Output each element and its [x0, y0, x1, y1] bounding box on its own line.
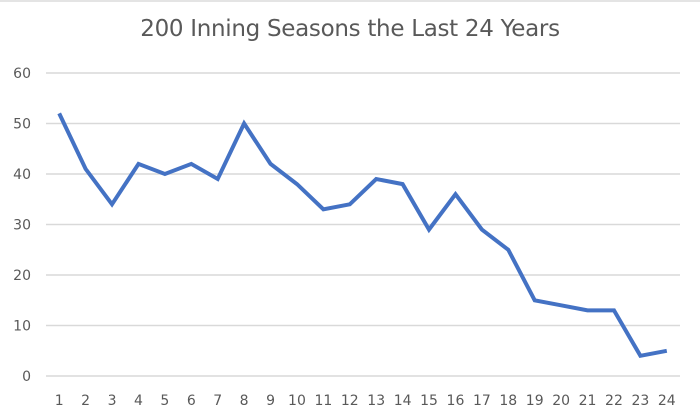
x-tick-label: 5	[160, 393, 169, 409]
x-tick-label: 13	[367, 393, 385, 409]
x-tick-label: 23	[631, 393, 649, 409]
x-tick-label: 2	[81, 393, 90, 409]
series-line	[57, 112, 668, 359]
y-tick-label: 60	[13, 66, 31, 82]
x-tick-label: 11	[314, 393, 332, 409]
x-tick-label: 7	[213, 393, 222, 409]
x-tick-label: 14	[394, 393, 412, 409]
x-tick-label: 18	[499, 393, 517, 409]
x-tick-label: 1	[55, 393, 64, 409]
x-tick-label: 19	[526, 393, 544, 409]
x-tick-label: 3	[108, 393, 117, 409]
x-tick-label: 16	[447, 393, 465, 409]
x-tick-label: 12	[341, 393, 359, 409]
x-tick-label: 22	[605, 393, 623, 409]
x-tick-label: 8	[240, 393, 249, 409]
x-tick-label: 24	[658, 393, 676, 409]
x-tick-label: 15	[420, 393, 438, 409]
y-tick-label: 30	[13, 218, 31, 234]
y-tick-label: 40	[13, 167, 31, 183]
y-tick-label: 10	[13, 319, 31, 335]
chart-title: 200 Inning Seasons the Last 24 Years	[140, 16, 560, 42]
x-tick-label: 4	[134, 393, 143, 409]
x-tick-label: 6	[187, 393, 196, 409]
x-tick-label: 17	[473, 393, 491, 409]
y-tick-label: 50	[13, 117, 31, 133]
x-tick-label: 20	[552, 393, 570, 409]
x-tick-label: 10	[288, 393, 306, 409]
y-tick-label: 20	[13, 268, 31, 284]
x-tick-label: 9	[266, 393, 275, 409]
x-axis-labels: 1 2 3 4 5 6 7 8 9 10 11 12 13 14 15 16 17 18 19 20 21 22 23 24	[55, 393, 676, 409]
y-tick-label: 0	[22, 369, 31, 385]
gridlines	[46, 72, 680, 377]
y-axis-labels: 0 10 20 30 40 50 60	[13, 66, 31, 385]
x-tick-label: 21	[579, 393, 597, 409]
